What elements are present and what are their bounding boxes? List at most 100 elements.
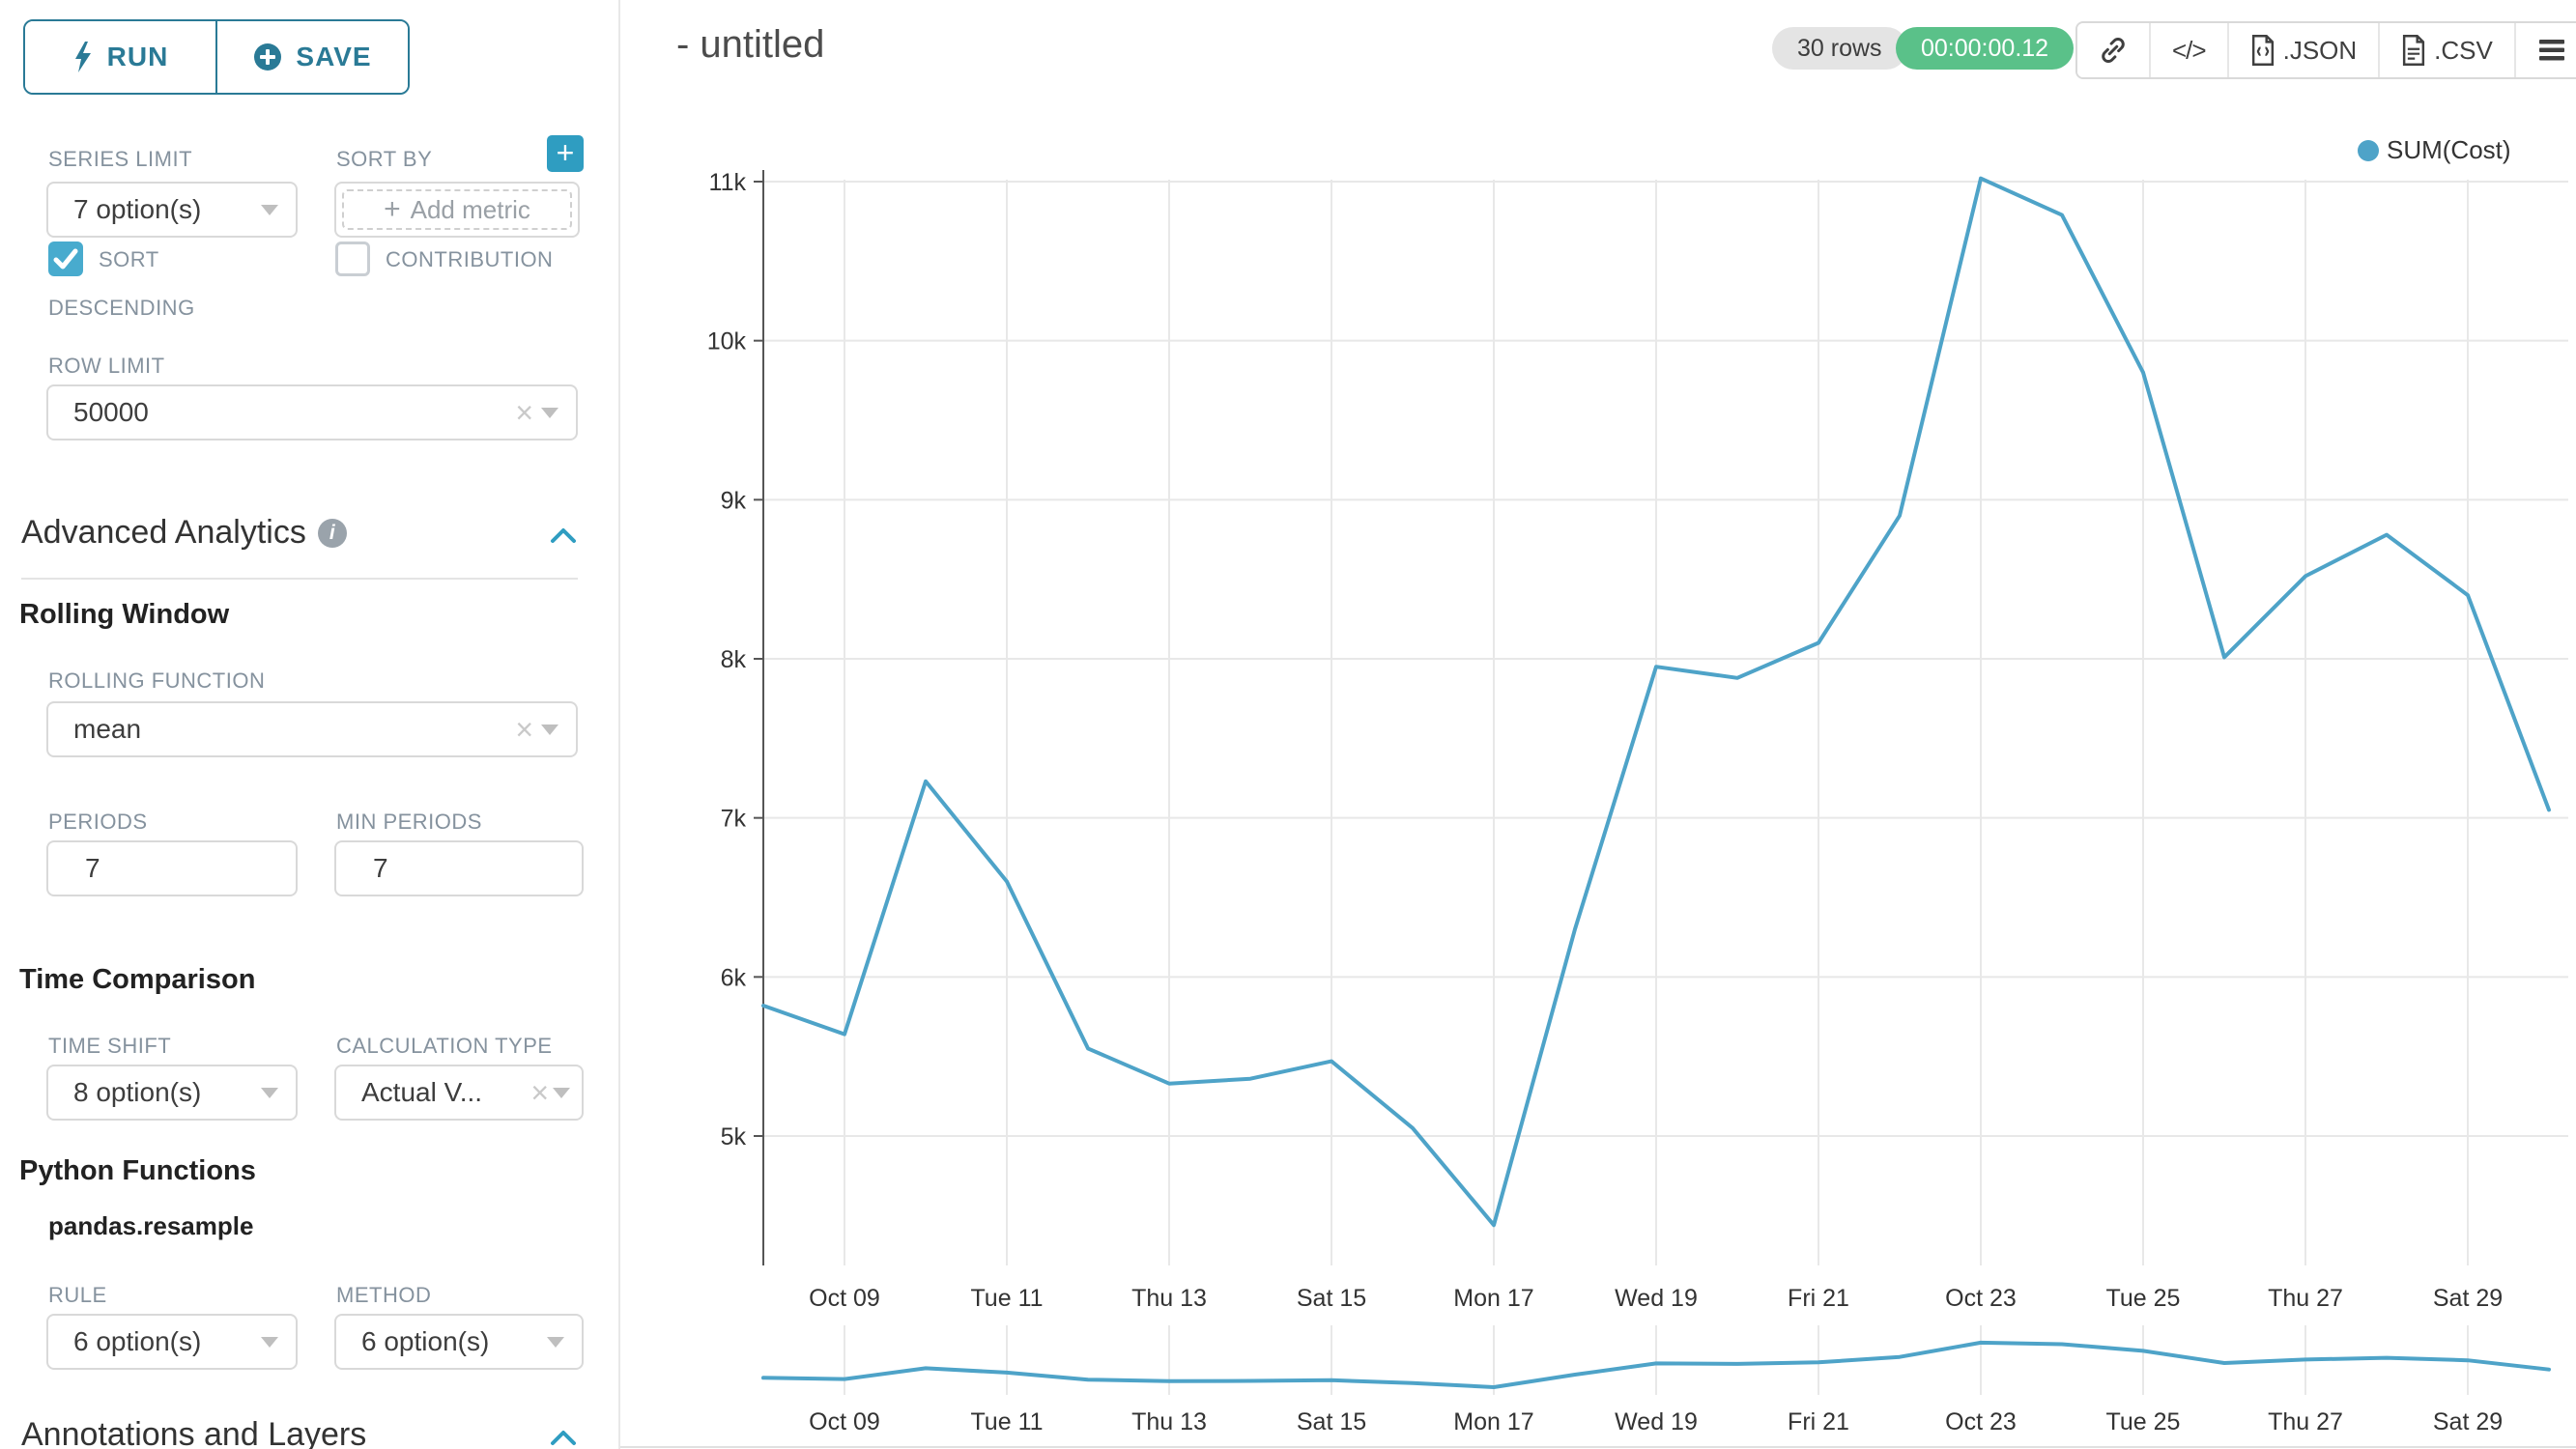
time-shift-select[interactable]: 8 option(s)	[46, 1065, 298, 1121]
x-axis-label: Thu 27	[2268, 1285, 2343, 1312]
series-limit-value: 7 option(s)	[73, 194, 202, 224]
y-axis-label: 9k	[721, 487, 747, 514]
x-axis-label: Oct 23	[1945, 1285, 2017, 1312]
sort-by-control[interactable]: + Add metric	[334, 182, 580, 238]
section-divider	[21, 578, 578, 580]
row-count-badge: 30 rows	[1772, 27, 1907, 70]
rolling-function-select[interactable]: mean ×	[46, 701, 578, 757]
method-value: 6 option(s)	[361, 1326, 490, 1356]
mini-x-axis-label: Tue 11	[970, 1408, 1043, 1435]
link-icon	[2102, 37, 2125, 64]
legend-marker-icon	[2358, 139, 2379, 161]
share-link-button[interactable]	[2077, 23, 2149, 77]
mini-x-axis-label: Fri 21	[1788, 1408, 1849, 1435]
periods-label: PERIODS	[48, 810, 148, 834]
x-axis-label: Tue 11	[970, 1285, 1043, 1312]
collapse-chevron-icon[interactable]	[549, 526, 578, 545]
export-json-label: .JSON	[2282, 35, 2358, 65]
export-csv-button[interactable]: .CSV	[2378, 23, 2514, 77]
save-button-label: SAVE	[296, 42, 372, 71]
mini-x-axis-label: Thu 27	[2268, 1408, 2343, 1435]
contribution-checkbox[interactable]	[335, 242, 370, 276]
contribution-label: CONTRIBUTION	[386, 247, 554, 271]
annotations-layers-title: Annotations and Layers	[21, 1416, 367, 1449]
save-button[interactable]: SAVE	[215, 21, 408, 93]
view-query-button[interactable]: </>	[2149, 23, 2227, 77]
chevron-down-icon	[261, 1336, 278, 1348]
collapse-chevron-icon[interactable]	[549, 1428, 578, 1447]
menu-icon	[2538, 40, 2564, 61]
json-file-icon	[2251, 35, 2274, 66]
plus-icon: +	[384, 193, 401, 225]
x-axis-label: Wed 19	[1615, 1285, 1698, 1312]
sort-descending-checkbox[interactable]	[48, 242, 83, 276]
rule-select[interactable]: 6 option(s)	[46, 1314, 298, 1370]
advanced-analytics-header[interactable]: Advanced Analytics i	[21, 514, 347, 552]
x-axis-label: Sat 29	[2433, 1285, 2503, 1312]
periods-input[interactable]: 7	[46, 840, 298, 896]
sort-by-label: SORT BY	[336, 147, 433, 171]
sort-descending-label-line1: SORT	[99, 247, 159, 271]
plus-circle-icon	[254, 43, 282, 71]
series-limit-label: SERIES LIMIT	[48, 147, 193, 171]
mini-x-axis-label: Oct 09	[809, 1408, 880, 1435]
pandas-resample-label: pandas.resample	[48, 1211, 254, 1240]
rolling-function-value: mean	[73, 714, 142, 744]
chevron-down-icon	[261, 204, 278, 215]
add-sort-by-button[interactable]: +	[547, 135, 584, 172]
mini-x-axis-label: Oct 23	[1945, 1408, 2017, 1435]
method-select[interactable]: 6 option(s)	[334, 1314, 584, 1370]
code-icon: </>	[2172, 35, 2207, 65]
chevron-down-icon	[547, 1336, 564, 1348]
x-axis-label: Sat 15	[1297, 1285, 1366, 1312]
time-shift-label: TIME SHIFT	[48, 1034, 172, 1058]
y-axis-label: 10k	[707, 328, 747, 355]
mini-x-axis-label: Mon 17	[1453, 1408, 1533, 1435]
control-panel-sidebar: RUN SAVE SERIES LIMIT SORT BY + 7 option…	[0, 0, 620, 1449]
mini-line-series-sum-cost[interactable]	[761, 1340, 2551, 1389]
query-timer-badge: 00:00:00.12	[1896, 27, 2075, 70]
time-shift-value: 8 option(s)	[73, 1077, 202, 1107]
chart-title[interactable]: - untitled	[676, 23, 825, 66]
series-limit-select[interactable]: 7 option(s)	[46, 182, 298, 238]
add-metric-dropzone[interactable]: + Add metric	[342, 189, 572, 230]
x-axis-label: Thu 13	[1131, 1285, 1207, 1312]
run-save-button-group: RUN SAVE	[23, 19, 410, 95]
x-axis-label: Tue 25	[2106, 1285, 2181, 1312]
row-limit-label: ROW LIMIT	[48, 354, 165, 378]
rule-value: 6 option(s)	[73, 1326, 202, 1356]
run-button[interactable]: RUN	[25, 21, 215, 93]
min-periods-input[interactable]: 7	[334, 840, 584, 896]
export-json-button[interactable]: .JSON	[2226, 23, 2379, 77]
check-icon	[53, 248, 78, 270]
rule-label: RULE	[48, 1283, 107, 1307]
method-label: METHOD	[336, 1283, 432, 1307]
calculation-type-value: Actual V...	[361, 1077, 483, 1107]
export-csv-label: .CSV	[2434, 35, 2493, 65]
timeseries-line-chart[interactable]: Oct 09 Oct 09 Tue 11 Tue 11 Thu 13 Thu 13 Sat …	[620, 0, 2576, 1449]
min-periods-value: 7	[373, 853, 388, 883]
x-axis-label: Fri 21	[1788, 1285, 1849, 1312]
mini-x-axis-label: Thu 13	[1131, 1408, 1207, 1435]
clear-icon[interactable]: ×	[515, 395, 533, 430]
calculation-type-select[interactable]: Actual V... ×	[334, 1065, 584, 1121]
calculation-type-label: CALCULATION TYPE	[336, 1034, 553, 1058]
y-axis-label: 11k	[709, 169, 747, 196]
add-metric-placeholder: Add metric	[410, 194, 530, 224]
more-options-button[interactable]	[2513, 23, 2576, 77]
sort-descending-label-line2: DESCENDING	[48, 296, 195, 320]
y-axis-label: 7k	[721, 806, 747, 833]
line-series-sum-cost[interactable]	[761, 176, 2551, 1228]
annotations-layers-header[interactable]: Annotations and Layers	[21, 1416, 366, 1449]
time-comparison-title: Time Comparison	[19, 964, 256, 995]
clear-icon[interactable]: ×	[530, 1075, 549, 1110]
chart-legend[interactable]: SUM(Cost)	[2358, 135, 2511, 165]
advanced-analytics-title: Advanced Analytics	[21, 514, 306, 551]
legend-series-label: SUM(Cost)	[2387, 135, 2511, 164]
chart-area: - untitled 30 rows 00:00:00.12 </>	[620, 0, 2576, 1449]
rolling-window-title: Rolling Window	[19, 599, 230, 630]
chevron-down-icon	[541, 724, 558, 735]
clear-icon[interactable]: ×	[515, 712, 533, 747]
row-limit-select[interactable]: 50000 ×	[46, 384, 578, 440]
chart-actions-toolbar: </> .JSON .CSV	[2075, 21, 2576, 79]
